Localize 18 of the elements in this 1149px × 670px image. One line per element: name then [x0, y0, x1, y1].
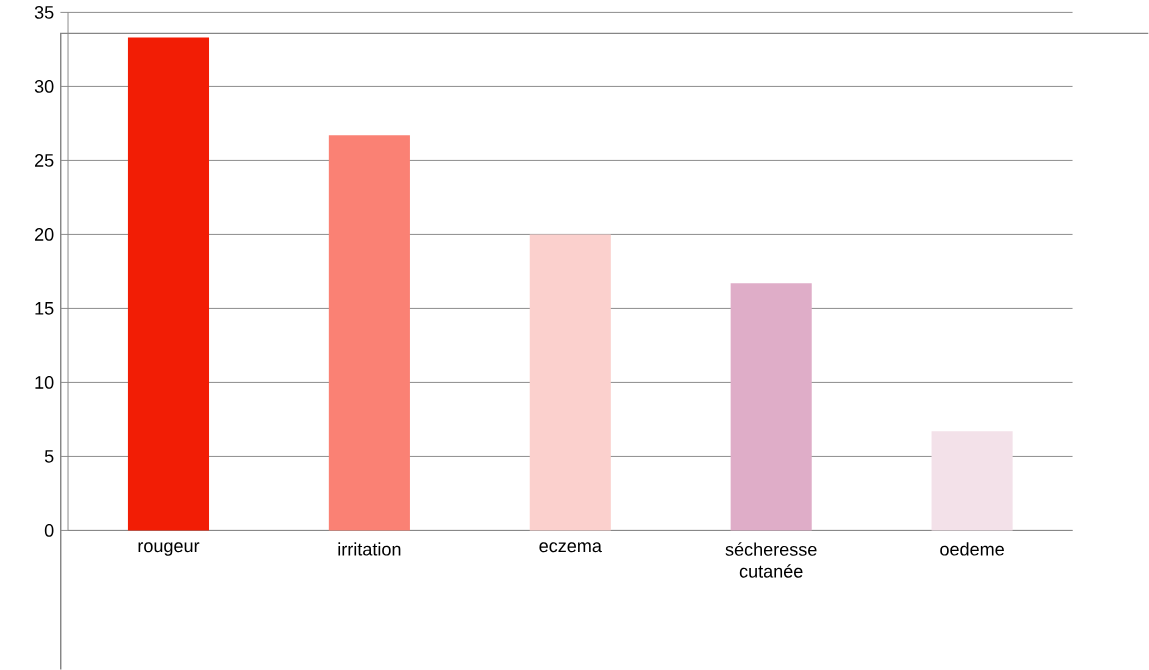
y-tick-label: 15: [35, 302, 54, 315]
y-tick-label: 20: [35, 227, 54, 241]
y-tick-label: 0: [44, 523, 54, 537]
x-tick-label: oedeme: [940, 542, 1004, 556]
bar: [127, 37, 210, 531]
x-tick-label: sécheresse cutanée: [725, 542, 817, 578]
x-tick-label: irritation: [338, 542, 401, 556]
bar: [328, 135, 410, 531]
bar: [931, 431, 1013, 531]
y-tick-label: 30: [34, 79, 54, 93]
y-tick-label: 10: [35, 375, 54, 389]
bar: [529, 234, 611, 531]
bar: [730, 283, 812, 531]
x-tick-label: eczema: [539, 542, 602, 553]
y-tick-label: 5: [44, 450, 54, 463]
y-tick-label: 25: [35, 153, 54, 167]
x-tick-label: rougeur: [138, 542, 200, 556]
y-tick-label: 35: [34, 5, 54, 19]
